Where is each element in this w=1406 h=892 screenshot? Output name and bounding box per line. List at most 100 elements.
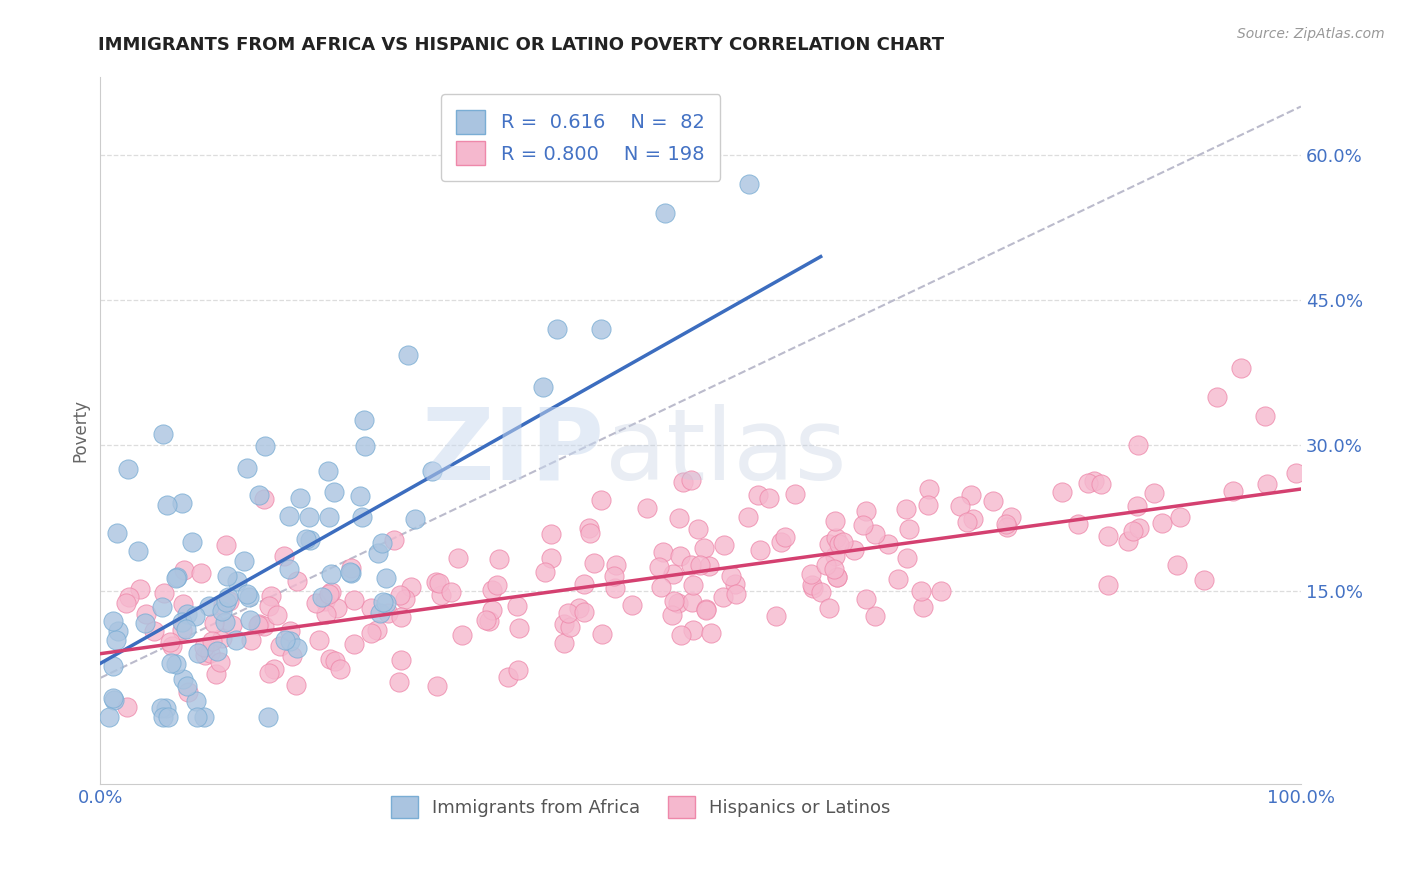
Point bbox=[1077, 475, 1099, 490]
Point bbox=[1067, 517, 1090, 532]
Point bbox=[101, 659, 124, 673]
Point bbox=[770, 534, 793, 549]
Point bbox=[948, 499, 970, 513]
Point bbox=[620, 598, 643, 612]
Point bbox=[589, 493, 612, 508]
Point bbox=[117, 462, 139, 476]
Point bbox=[165, 571, 187, 585]
Point bbox=[578, 525, 600, 540]
Point bbox=[114, 596, 136, 610]
Point bbox=[159, 635, 181, 649]
Point bbox=[981, 493, 1004, 508]
Point bbox=[236, 587, 259, 601]
Point bbox=[156, 498, 179, 512]
Point bbox=[662, 593, 685, 607]
Point bbox=[800, 566, 823, 581]
Point bbox=[801, 582, 824, 596]
Point bbox=[98, 709, 121, 723]
Point bbox=[1205, 390, 1227, 404]
Point bbox=[814, 558, 837, 572]
Point bbox=[389, 653, 412, 667]
Point bbox=[211, 631, 233, 645]
Point bbox=[534, 565, 557, 579]
Point bbox=[912, 600, 935, 615]
Point bbox=[404, 512, 426, 526]
Point bbox=[349, 489, 371, 503]
Point bbox=[681, 595, 703, 609]
Point bbox=[388, 675, 411, 690]
Point bbox=[481, 582, 503, 597]
Point bbox=[205, 666, 228, 681]
Point bbox=[508, 663, 530, 677]
Point bbox=[995, 520, 1018, 534]
Point bbox=[842, 542, 865, 557]
Point bbox=[318, 509, 340, 524]
Point bbox=[758, 491, 780, 505]
Point bbox=[274, 632, 297, 647]
Point bbox=[368, 607, 391, 621]
Point bbox=[352, 509, 374, 524]
Point bbox=[177, 685, 200, 699]
Point bbox=[187, 646, 209, 660]
Point bbox=[1192, 573, 1215, 587]
Point bbox=[254, 439, 277, 453]
Point bbox=[269, 639, 291, 653]
Point bbox=[602, 569, 624, 583]
Point bbox=[285, 678, 308, 692]
Point bbox=[823, 562, 845, 576]
Point bbox=[266, 607, 288, 622]
Point bbox=[825, 569, 848, 583]
Point bbox=[910, 584, 932, 599]
Point bbox=[506, 599, 529, 614]
Point bbox=[354, 438, 377, 452]
Point bbox=[737, 509, 759, 524]
Point bbox=[103, 693, 125, 707]
Point bbox=[1050, 484, 1073, 499]
Point bbox=[176, 607, 198, 621]
Point bbox=[329, 662, 352, 676]
Point bbox=[160, 657, 183, 671]
Point bbox=[273, 549, 295, 563]
Point bbox=[260, 590, 283, 604]
Point bbox=[150, 599, 173, 614]
Point bbox=[852, 518, 875, 533]
Point bbox=[321, 567, 343, 582]
Point bbox=[711, 591, 734, 605]
Point bbox=[318, 587, 340, 601]
Point bbox=[589, 321, 612, 335]
Point bbox=[688, 522, 710, 536]
Point bbox=[863, 527, 886, 541]
Point bbox=[681, 558, 703, 572]
Point bbox=[477, 614, 499, 628]
Point bbox=[1254, 409, 1277, 424]
Point bbox=[360, 601, 382, 615]
Point bbox=[371, 594, 394, 608]
Point bbox=[785, 487, 807, 501]
Point bbox=[318, 464, 340, 478]
Point bbox=[257, 666, 280, 681]
Point bbox=[184, 694, 207, 708]
Point bbox=[225, 633, 247, 648]
Point bbox=[172, 597, 194, 611]
Point bbox=[253, 491, 276, 506]
Point bbox=[278, 634, 301, 648]
Point bbox=[205, 644, 228, 658]
Point bbox=[215, 595, 238, 609]
Point bbox=[172, 496, 194, 510]
Point bbox=[749, 543, 772, 558]
Point bbox=[181, 534, 204, 549]
Point bbox=[134, 615, 156, 630]
Point bbox=[218, 594, 240, 608]
Point bbox=[278, 562, 301, 576]
Point bbox=[440, 584, 463, 599]
Point bbox=[1166, 558, 1188, 573]
Point bbox=[747, 488, 769, 502]
Point bbox=[389, 588, 412, 602]
Point bbox=[654, 206, 676, 220]
Point bbox=[247, 616, 270, 631]
Point bbox=[315, 607, 337, 621]
Point bbox=[420, 464, 443, 478]
Point bbox=[173, 562, 195, 576]
Point bbox=[281, 648, 304, 663]
Point bbox=[370, 536, 392, 550]
